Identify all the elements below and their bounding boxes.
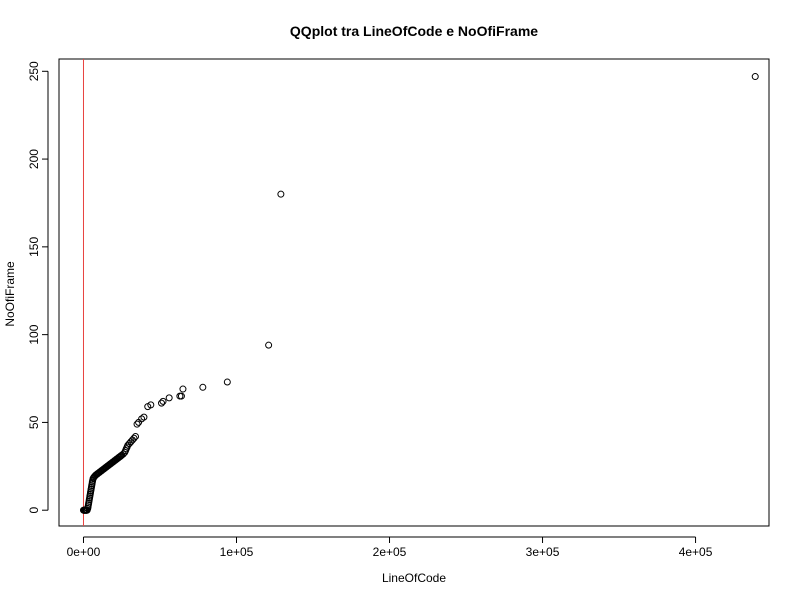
- y-tick-label: 100: [27, 324, 41, 344]
- data-points: [79, 73, 759, 514]
- y-tick-label: 250: [27, 61, 41, 81]
- data-point: [130, 434, 138, 442]
- y-tick-label: 150: [27, 237, 41, 257]
- y-tick-label: 200: [27, 149, 41, 169]
- data-point: [119, 450, 127, 458]
- data-point: [277, 190, 285, 198]
- y-axis: 0 50 100 150 200 250: [27, 61, 49, 514]
- data-point: [140, 413, 148, 421]
- data-point: [147, 401, 155, 409]
- data-point: [751, 73, 759, 81]
- data-point: [199, 383, 207, 391]
- y-tick-label: 50: [27, 415, 41, 429]
- plot-area-border: [58, 58, 770, 527]
- x-tick-label: 2e+05: [373, 545, 407, 559]
- data-point: [265, 341, 273, 349]
- y-axis-label: NoOfiFrame: [3, 261, 17, 327]
- x-tick-label: 3e+05: [526, 545, 560, 559]
- x-tick-label: 4e+05: [679, 545, 713, 559]
- data-point: [158, 399, 166, 407]
- data-point: [177, 392, 185, 400]
- data-point: [223, 378, 231, 386]
- data-point: [132, 432, 140, 440]
- x-axis-label: LineOfCode: [382, 571, 446, 585]
- data-point: [133, 420, 141, 428]
- x-tick-label: 1e+05: [220, 545, 254, 559]
- x-axis: 0e+00 1e+05 2e+05 3e+05 4e+05: [67, 536, 713, 559]
- data-point: [165, 394, 173, 402]
- data-point: [179, 385, 187, 393]
- data-point: [159, 397, 167, 405]
- y-tick-label: 0: [27, 507, 41, 514]
- chart-title: QQplot tra LineOfCode e NoOfiFrame: [290, 23, 538, 39]
- x-tick-label: 0e+00: [67, 545, 101, 559]
